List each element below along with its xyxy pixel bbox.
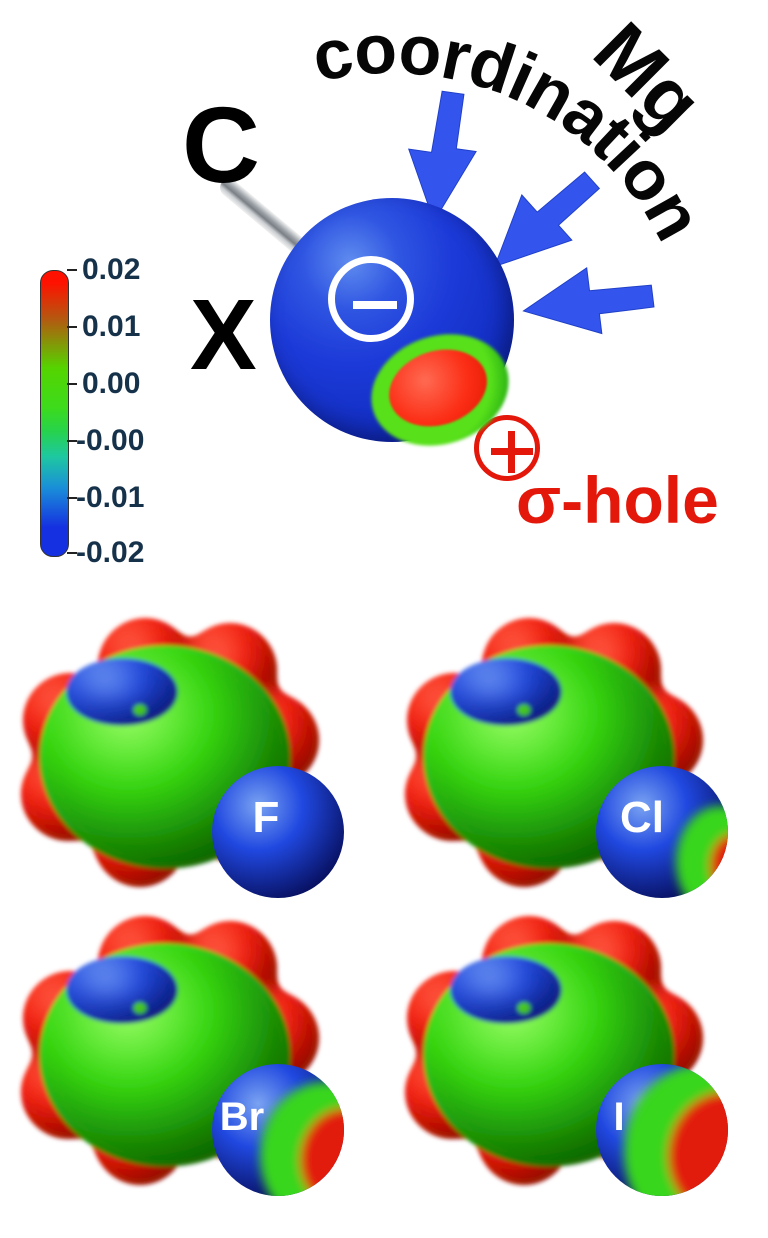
svg-text:F: F — [253, 793, 280, 842]
svg-text:Br: Br — [220, 1095, 264, 1139]
svg-text:Cl: Cl — [620, 793, 664, 842]
svg-text:I: I — [613, 1095, 624, 1139]
